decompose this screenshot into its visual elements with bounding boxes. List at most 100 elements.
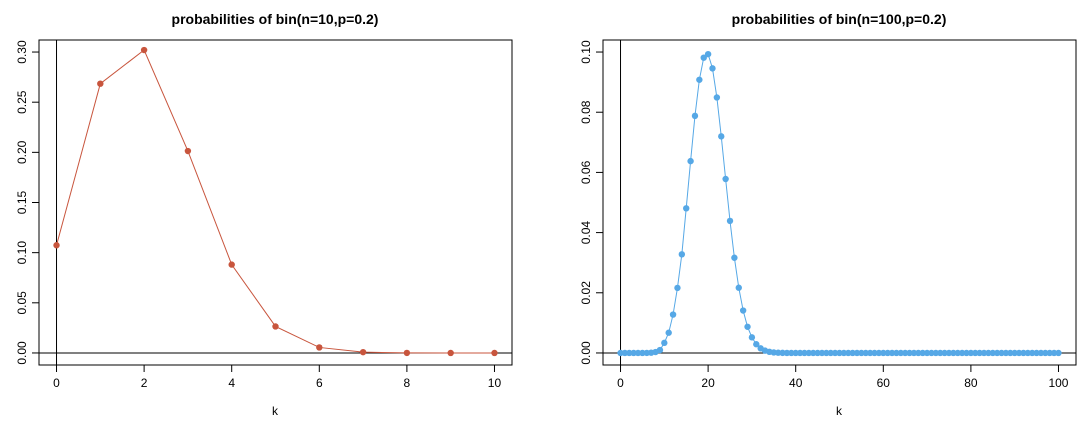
data-point — [814, 349, 821, 357]
data-point — [626, 349, 633, 357]
data-point — [53, 242, 60, 249]
data-point — [937, 349, 944, 357]
series-line — [620, 53, 1059, 354]
data-point — [932, 349, 940, 357]
data-point — [884, 349, 891, 357]
data-point — [491, 349, 498, 357]
data-point — [1033, 349, 1040, 357]
data-point — [744, 323, 751, 330]
data-point — [228, 261, 235, 268]
x-axis-label: k — [836, 404, 843, 418]
data-point — [1020, 349, 1027, 357]
y-tick-label: 0.04 — [579, 221, 593, 245]
data-point — [316, 344, 323, 351]
y-tick-label: 0.08 — [579, 100, 593, 124]
data-point — [788, 349, 795, 357]
data-point — [184, 147, 192, 155]
data-point — [1046, 349, 1053, 357]
x-axis-label: k — [272, 404, 279, 418]
data-point — [941, 349, 948, 357]
plot-frame — [602, 39, 1077, 366]
data-point — [674, 284, 681, 292]
data-point — [923, 349, 931, 357]
y-tick-label: 0.06 — [579, 160, 593, 184]
data-point — [827, 349, 834, 357]
data-point — [801, 349, 808, 357]
data-point — [998, 349, 1005, 357]
data-point — [661, 339, 668, 347]
chart-panel-left: probabilities of bin(n=10,p=0.2) k 0 2 4 6 8… — [15, 11, 513, 418]
data-point — [1007, 349, 1014, 357]
data-point — [621, 349, 629, 357]
plot-area: 0 20 40 60 80 100 0.00 0.02 0.04 0.06 0.08 0.10 — [579, 39, 1077, 390]
data-point — [726, 217, 734, 225]
data-point — [731, 254, 738, 261]
x-tick-label: 8 — [404, 376, 411, 390]
data-point — [272, 323, 279, 330]
data-point — [840, 349, 848, 357]
data-point — [634, 349, 642, 357]
chart-panel-right: probabilities of bin(n=100,p=0.2) k 0 20 4… — [579, 11, 1077, 418]
x-tick-label: 2 — [141, 376, 148, 390]
data-point — [906, 349, 913, 357]
data-point — [976, 349, 983, 357]
data-point — [880, 349, 887, 357]
data-point — [858, 349, 865, 357]
plot-area: 0 2 4 6 8 10 0.00 0.05 0.10 0.15 0.20 0.25 0.30 — [15, 39, 513, 390]
data-point — [1024, 349, 1032, 357]
data-point — [1002, 349, 1010, 357]
data-point — [1029, 349, 1036, 357]
y-tick-label: 0.15 — [15, 190, 29, 214]
data-point — [993, 349, 1001, 357]
data-point — [691, 112, 699, 120]
x-tick-label: 20 — [701, 376, 715, 390]
data-point — [753, 341, 760, 348]
data-point — [980, 349, 988, 357]
y-tick-label: 0.10 — [15, 241, 29, 265]
data-point — [678, 251, 686, 258]
chart-title: probabilities of bin(n=100,p=0.2) — [732, 11, 947, 27]
y-tick-label: 0.02 — [579, 281, 593, 305]
data-point — [871, 349, 878, 357]
data-point — [928, 349, 935, 357]
data-point — [853, 349, 861, 357]
data-point — [888, 349, 896, 357]
y-tick-label: 0.05 — [15, 291, 29, 315]
y-tick-label: 0.00 — [15, 341, 29, 365]
x-tick-label: 100 — [1048, 376, 1068, 390]
data-point — [1055, 349, 1062, 357]
x-tick-label: 80 — [964, 376, 978, 390]
data-point — [704, 50, 712, 58]
data-point — [140, 46, 148, 54]
data-point — [823, 349, 830, 357]
data-point — [954, 349, 961, 357]
plot-frame — [38, 39, 513, 366]
y-tick-label: 0.30 — [15, 40, 29, 64]
data-point — [989, 349, 996, 357]
data-point — [849, 349, 856, 357]
data-point — [1050, 349, 1058, 357]
y-tick-label: 0.25 — [15, 90, 29, 114]
data-point — [919, 349, 926, 357]
data-point — [1042, 349, 1049, 357]
data-point — [958, 349, 966, 357]
data-point — [1037, 349, 1045, 357]
data-point — [963, 349, 970, 357]
data-point — [985, 349, 992, 357]
data-point — [687, 157, 694, 165]
data-point — [665, 329, 672, 336]
data-point — [972, 349, 979, 357]
x-tick-label: 40 — [789, 376, 803, 390]
chart-title: probabilities of bin(n=10,p=0.2) — [172, 11, 379, 27]
data-point — [718, 133, 725, 140]
data-point — [810, 349, 817, 357]
data-point — [910, 349, 918, 357]
data-point — [915, 349, 922, 357]
data-point — [866, 349, 874, 357]
y-tick-label: 0.10 — [579, 40, 593, 64]
data-point — [669, 311, 677, 318]
data-point — [845, 349, 852, 357]
data-point — [403, 349, 411, 357]
data-point — [739, 307, 747, 314]
